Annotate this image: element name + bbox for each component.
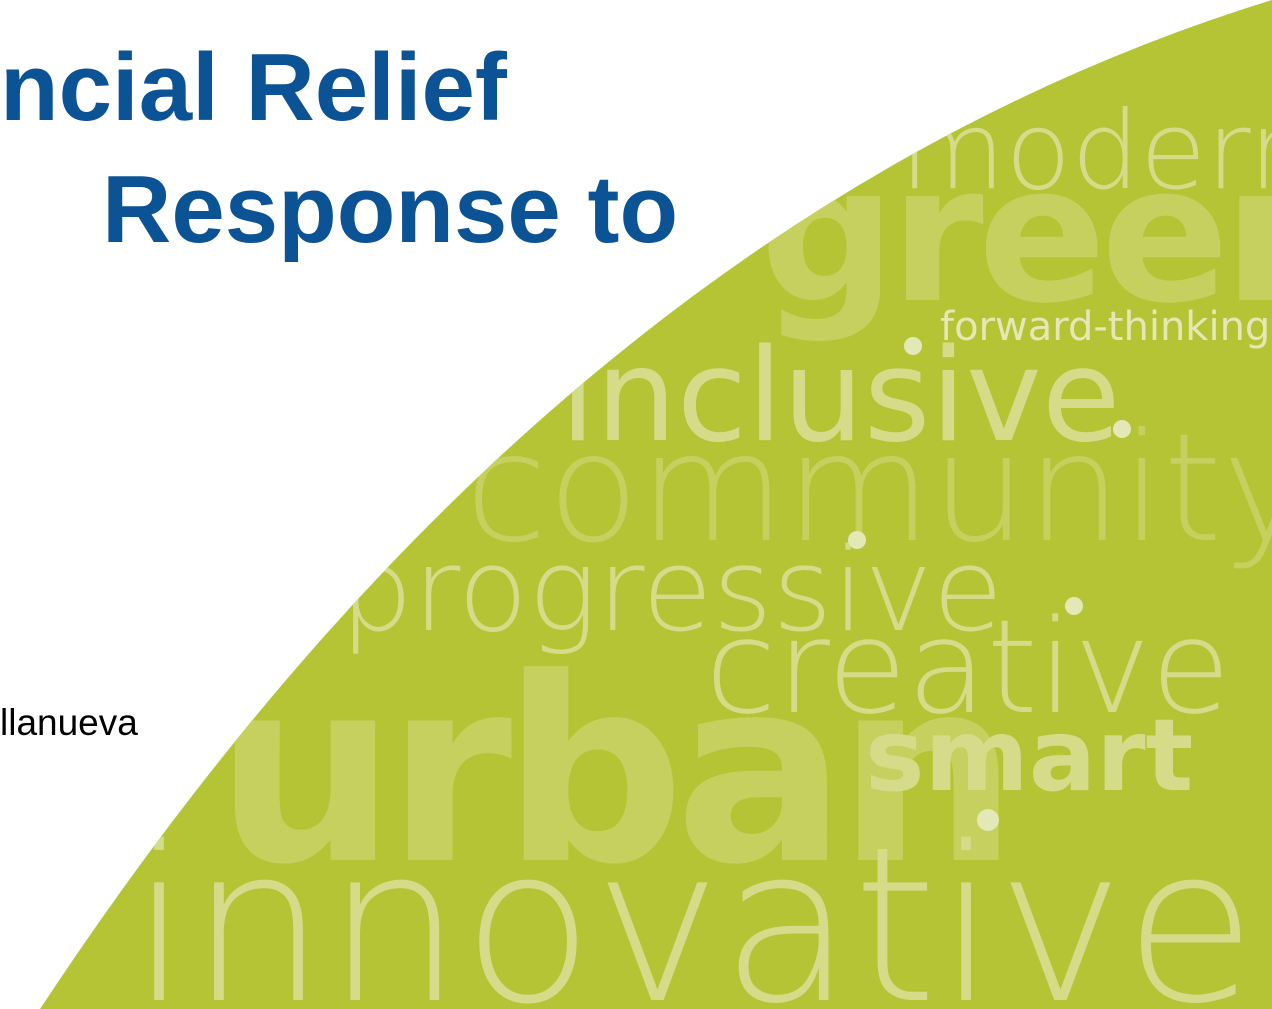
word-creative: creative bbox=[705, 591, 1231, 743]
word-community: community bbox=[465, 402, 1272, 576]
bullet-dot bbox=[1113, 420, 1131, 438]
word-smart: smart bbox=[865, 697, 1193, 814]
word-inclusive: inclusive bbox=[560, 322, 1121, 471]
word-urban: urban bbox=[215, 624, 1008, 921]
word-innovative: innovative bbox=[130, 800, 1256, 1009]
bullet-dot bbox=[1065, 597, 1083, 615]
bullet-dot bbox=[904, 337, 922, 355]
bullet-dot bbox=[848, 531, 866, 549]
slide-title-line-1: ncial Relief bbox=[0, 34, 507, 141]
presenter-name: llanueva bbox=[0, 702, 138, 743]
slide-title-line-2: Response to bbox=[102, 156, 679, 263]
word-progressive: progressive bbox=[340, 524, 1003, 658]
word-forward-thinking: forward-thinking bbox=[940, 304, 1270, 350]
bullet-dot bbox=[977, 809, 999, 831]
